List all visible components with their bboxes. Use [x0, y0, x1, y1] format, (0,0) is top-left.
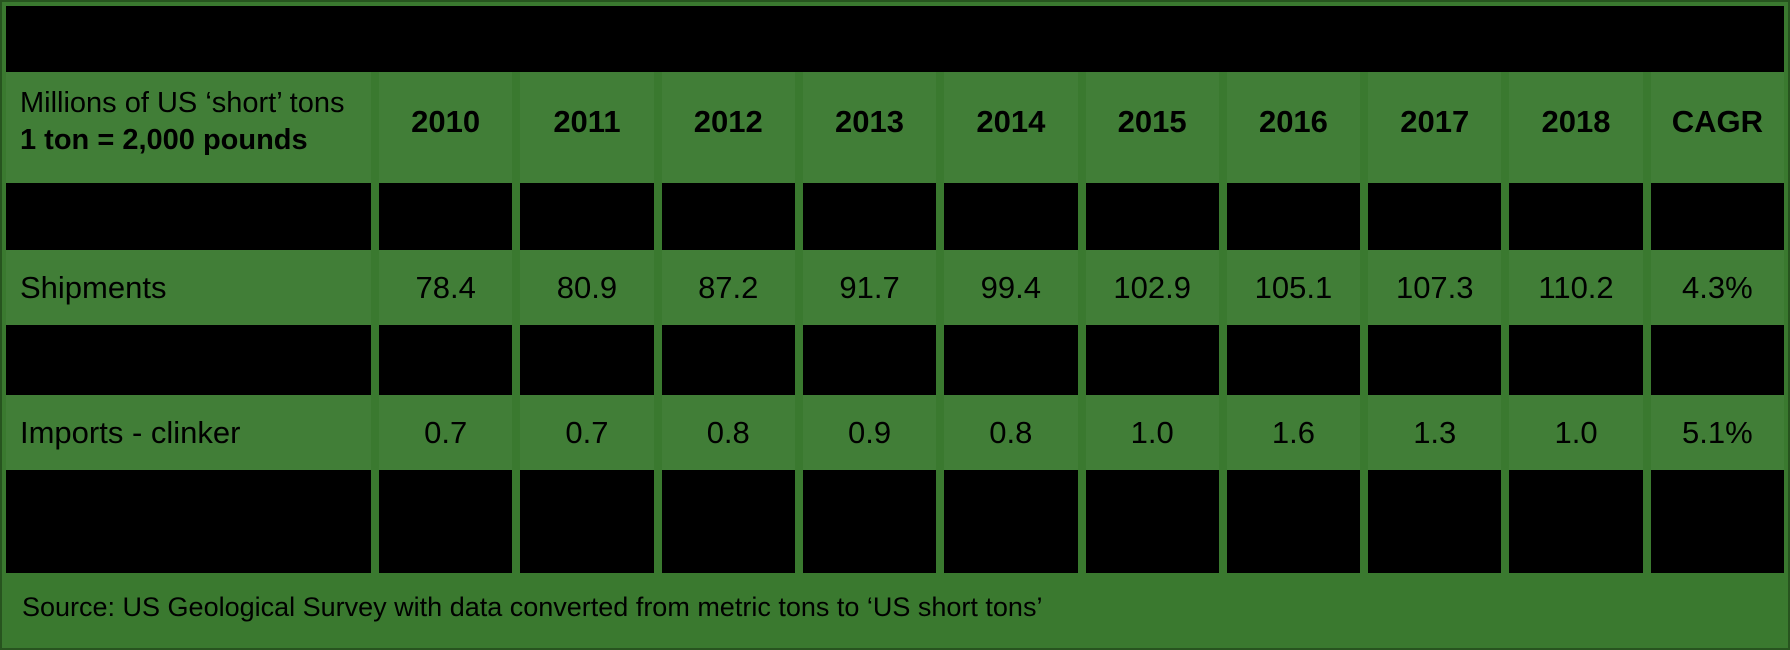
column-header-2010: 2010 [379, 72, 513, 183]
column-header-2018: 2018 [1509, 72, 1643, 183]
value-cell: 0.7 [520, 395, 654, 470]
redacted-cell [1368, 183, 1502, 250]
value-cell: 1.0 [1085, 395, 1219, 470]
redacted-cell [6, 470, 371, 573]
column-header-2014: 2014 [944, 72, 1078, 183]
redacted-cell [1509, 470, 1643, 573]
value-cell: 91.7 [802, 250, 937, 325]
unit-note-cell: Millions of US ‘short’ tons 1 ton = 2,00… [6, 72, 371, 183]
redacted-cell [1650, 183, 1784, 250]
redacted-cell [1085, 183, 1219, 250]
redacted-cell [1650, 470, 1784, 573]
value-cell: 1.0 [1509, 395, 1643, 470]
value-cell: 99.4 [944, 250, 1078, 325]
redacted-cell [802, 470, 937, 573]
value-cell: 0.7 [379, 395, 513, 470]
redacted-cell [1368, 325, 1502, 395]
header-row: Millions of US ‘short’ tons 1 ton = 2,00… [6, 72, 1784, 183]
redacted-cell [379, 470, 513, 573]
redacted-cell [1650, 325, 1784, 395]
redacted-cell [1226, 470, 1361, 573]
value-cell: 1.6 [1226, 395, 1361, 470]
unit-note-line1: Millions of US ‘short’ tons [20, 87, 345, 120]
cagr-cell: 4.3% [1650, 250, 1784, 325]
redacted-cell [661, 325, 795, 395]
redacted-cell [520, 325, 654, 395]
redacted-cell [520, 183, 654, 250]
value-cell: 107.3 [1368, 250, 1502, 325]
redacted-row-1 [6, 183, 1784, 250]
redacted-cell [6, 183, 371, 250]
redacted-title-bar [6, 6, 1784, 72]
column-header-2016: 2016 [1226, 72, 1361, 183]
redacted-cell [944, 325, 1078, 395]
column-header-2013: 2013 [802, 72, 937, 183]
column-header-2017: 2017 [1368, 72, 1502, 183]
value-cell: 1.3 [1368, 395, 1502, 470]
redacted-cell [1085, 325, 1219, 395]
redacted-cell [1226, 325, 1361, 395]
redacted-cell [520, 470, 654, 573]
redacted-cell [802, 183, 937, 250]
redacted-cell [6, 325, 371, 395]
cagr-cell: 5.1% [1650, 395, 1784, 470]
redacted-cell [802, 325, 937, 395]
redacted-cell [1509, 183, 1643, 250]
redacted-cell [379, 325, 513, 395]
redacted-cell [944, 470, 1078, 573]
redacted-row-3 [6, 470, 1784, 573]
column-header-cagr: CAGR [1650, 72, 1784, 183]
column-header-2012: 2012 [661, 72, 795, 183]
value-cell: 0.9 [802, 395, 937, 470]
redacted-cell [1509, 325, 1643, 395]
redacted-row-2 [6, 325, 1784, 395]
redacted-cell [944, 183, 1078, 250]
value-cell: 102.9 [1085, 250, 1219, 325]
redacted-cell [1368, 470, 1502, 573]
row-label: Imports - clinker [6, 395, 371, 470]
row-label: Shipments [6, 250, 371, 325]
value-cell: 110.2 [1509, 250, 1643, 325]
table-row-imports-clinker: Imports - clinker 0.7 0.7 0.8 0.9 0.8 1.… [6, 395, 1784, 470]
redacted-cell [661, 470, 795, 573]
value-cell: 0.8 [661, 395, 795, 470]
value-cell: 78.4 [379, 250, 513, 325]
unit-note-line2: 1 ton = 2,000 pounds [20, 123, 308, 156]
value-cell: 87.2 [661, 250, 795, 325]
value-cell: 0.8 [944, 395, 1078, 470]
column-header-2011: 2011 [520, 72, 654, 183]
redacted-cell [379, 183, 513, 250]
source-note: Source: US Geological Survey with data c… [22, 592, 1043, 622]
redacted-cell [1226, 183, 1361, 250]
value-cell: 80.9 [520, 250, 654, 325]
column-header-2015: 2015 [1085, 72, 1219, 183]
redacted-cell [1085, 470, 1219, 573]
redacted-cell [661, 183, 795, 250]
value-cell: 105.1 [1226, 250, 1361, 325]
table-row-shipments: Shipments 78.4 80.9 87.2 91.7 99.4 102.9… [6, 250, 1784, 325]
